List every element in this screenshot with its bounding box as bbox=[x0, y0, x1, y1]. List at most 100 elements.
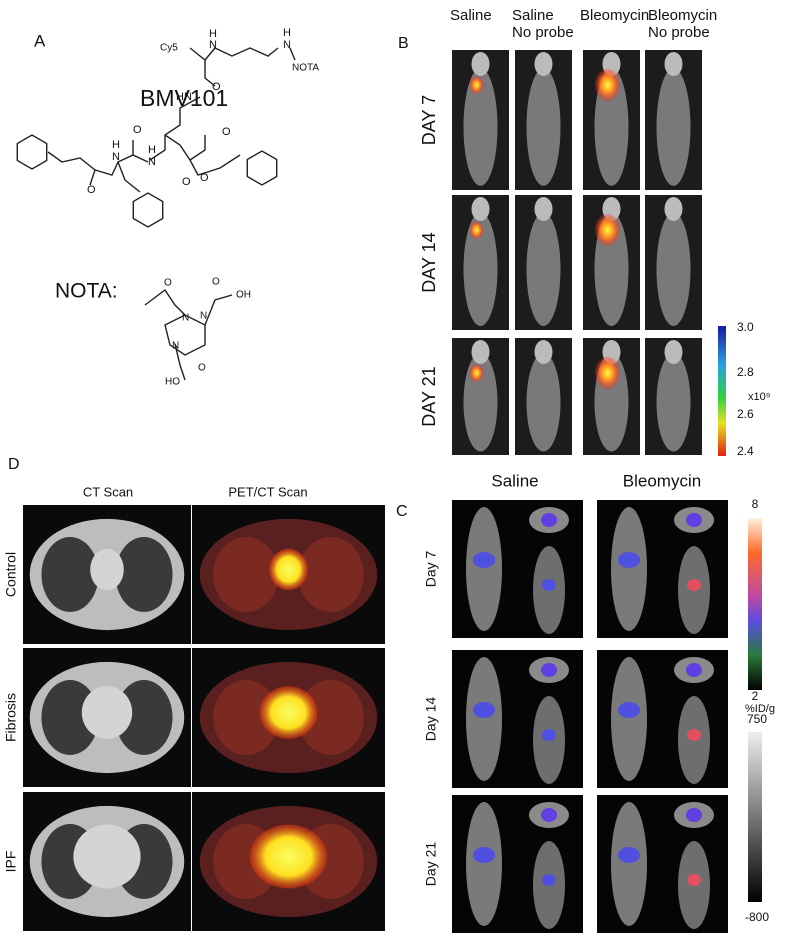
atom-label: O bbox=[212, 81, 221, 93]
column-header: Bleomycin bbox=[623, 471, 701, 490]
atom-label: H bbox=[283, 27, 291, 39]
signal-hotspot bbox=[469, 364, 484, 382]
row-label: Day 21 bbox=[423, 842, 439, 887]
heart bbox=[249, 824, 328, 889]
atom-label: N bbox=[112, 151, 120, 163]
uptake bbox=[541, 663, 557, 677]
atom-label: O bbox=[212, 277, 220, 288]
row-label: IPF bbox=[3, 851, 19, 873]
mouse-head bbox=[664, 197, 683, 221]
atom-label: O bbox=[133, 124, 142, 136]
atom-label: N bbox=[209, 39, 217, 51]
signal-hotspot bbox=[594, 68, 621, 102]
atom-label: Cy5 bbox=[160, 43, 178, 54]
heart bbox=[259, 686, 318, 739]
uptake bbox=[542, 874, 556, 886]
mouse-body bbox=[463, 68, 498, 186]
atom-label: OH bbox=[236, 290, 251, 301]
row-label: Day 14 bbox=[423, 697, 439, 742]
column-header: Bleomycin bbox=[648, 7, 717, 24]
atom-label: O bbox=[198, 363, 206, 374]
atom-label: N bbox=[148, 156, 156, 168]
mouse-coronal bbox=[611, 507, 647, 631]
lung bbox=[41, 536, 99, 613]
mouse-head bbox=[471, 340, 490, 364]
uptake bbox=[687, 579, 701, 591]
uptake bbox=[686, 513, 702, 527]
signal-hotspot bbox=[594, 356, 621, 390]
uptake bbox=[618, 847, 640, 863]
mouse-body bbox=[656, 353, 691, 452]
benzene-ring bbox=[132, 192, 164, 228]
panel-label: B bbox=[398, 35, 409, 52]
uptake bbox=[473, 847, 495, 863]
colorbar-min: -800 bbox=[745, 910, 769, 924]
heart bbox=[73, 824, 141, 889]
signal-hotspot bbox=[469, 76, 484, 94]
column-header: CT Scan bbox=[83, 484, 133, 499]
uptake bbox=[687, 729, 701, 741]
lung bbox=[298, 679, 364, 756]
column-header: Bleomycin bbox=[580, 7, 649, 24]
mouse-head bbox=[534, 52, 553, 76]
mouse-body bbox=[463, 212, 498, 326]
lung bbox=[115, 536, 173, 613]
atom-label: H bbox=[148, 144, 156, 156]
uptake bbox=[473, 702, 495, 718]
atom-label: NOTA bbox=[292, 63, 319, 74]
mouse-head bbox=[534, 197, 553, 221]
mouse-coronal bbox=[611, 802, 647, 926]
mouse-body bbox=[656, 68, 691, 186]
atom-label: O bbox=[87, 184, 96, 196]
mouse-coronal bbox=[611, 657, 647, 781]
uptake bbox=[618, 702, 640, 718]
lung bbox=[298, 536, 364, 613]
compound-name: BMV101 bbox=[140, 85, 228, 111]
panel-label: D bbox=[8, 456, 20, 473]
colorbar bbox=[718, 326, 726, 456]
colorbar-max: 750 bbox=[747, 712, 767, 726]
row-label: Control bbox=[3, 552, 19, 597]
heart bbox=[90, 548, 124, 591]
uptake bbox=[687, 874, 701, 886]
molecule bbox=[47, 47, 296, 381]
uptake bbox=[686, 663, 702, 677]
ct-colorbar bbox=[748, 732, 762, 902]
uptake bbox=[473, 552, 495, 568]
column-header: No probe bbox=[512, 24, 574, 41]
row-label: DAY 14 bbox=[419, 232, 439, 292]
nota-label: NOTA: bbox=[55, 280, 118, 303]
uptake bbox=[541, 513, 557, 527]
atom-label: HO bbox=[165, 377, 180, 388]
atom-label: HN bbox=[176, 91, 192, 103]
uptake bbox=[541, 808, 557, 822]
atom-label: O bbox=[182, 176, 191, 188]
lung bbox=[213, 536, 279, 613]
colorbar-tick: 2.4 bbox=[737, 444, 754, 458]
column-header: Saline bbox=[450, 7, 492, 24]
heart bbox=[269, 548, 308, 591]
mouse-body bbox=[526, 212, 561, 326]
uptake bbox=[542, 579, 556, 591]
colorbar-max: 8 bbox=[752, 497, 759, 511]
column-header: PET/CT Scan bbox=[228, 484, 307, 499]
mouse-head bbox=[664, 340, 683, 364]
column-header: Saline bbox=[512, 7, 554, 24]
atom-label: N bbox=[200, 311, 207, 322]
atom-label: O bbox=[164, 278, 172, 289]
uptake bbox=[686, 808, 702, 822]
colorbar-min: 2 bbox=[752, 689, 759, 703]
mouse-coronal bbox=[466, 507, 502, 631]
atom-label: H bbox=[209, 28, 217, 40]
row-label: DAY 7 bbox=[419, 95, 439, 145]
colorbar-unit: %ID/g bbox=[745, 703, 775, 715]
signal-hotspot bbox=[469, 221, 484, 239]
column-header: Saline bbox=[491, 471, 538, 490]
mouse-head bbox=[534, 340, 553, 364]
mouse-head bbox=[471, 197, 490, 221]
mouse-body bbox=[656, 212, 691, 326]
row-label: DAY 21 bbox=[419, 366, 439, 426]
heart bbox=[81, 686, 133, 739]
row-label: Fibrosis bbox=[3, 693, 19, 742]
colorbar-tick: 2.6 bbox=[737, 407, 754, 421]
